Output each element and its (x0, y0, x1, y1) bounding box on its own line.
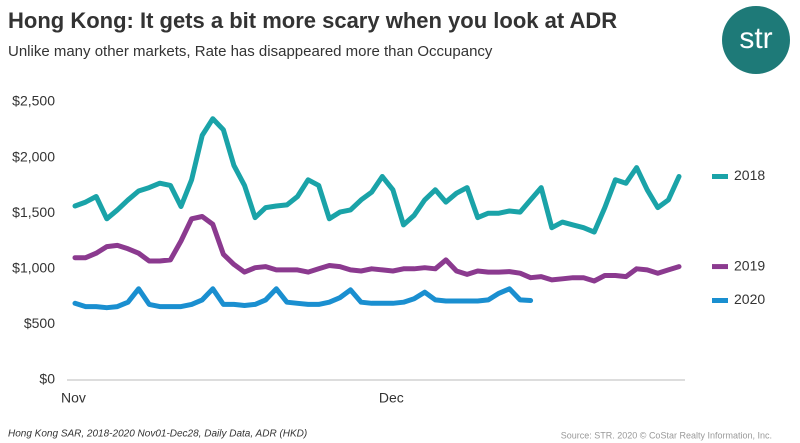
series-line (72, 116, 682, 235)
logo: str (739, 22, 772, 55)
x-tick-label: Dec (379, 390, 404, 406)
legend-label: 2019 (734, 257, 765, 273)
y-tick-label: $1,000 (12, 260, 55, 276)
logo-circle (722, 6, 790, 74)
legend-label: 2020 (734, 291, 765, 307)
chart-subtitle: Unlike many other markets, Rate has disa… (8, 43, 493, 60)
y-tick-label: $500 (24, 315, 55, 331)
series-line (72, 286, 534, 311)
source: Source: STR. 2020 © CoStar Realty Inform… (561, 430, 772, 440)
chart-title: Hong Kong: It gets a bit more scary when… (8, 8, 617, 33)
y-tick-label: $1,500 (12, 204, 55, 220)
series-line (72, 214, 682, 284)
footnote: Hong Kong SAR, 2018-2020 Nov01-Dec28, Da… (8, 429, 307, 440)
y-tick-label: $2,500 (12, 93, 55, 109)
legend-label: 2018 (734, 167, 765, 183)
y-tick-label: $2,000 (12, 148, 55, 164)
x-tick-label: Nov (61, 390, 86, 406)
y-tick-label: $0 (39, 371, 55, 387)
